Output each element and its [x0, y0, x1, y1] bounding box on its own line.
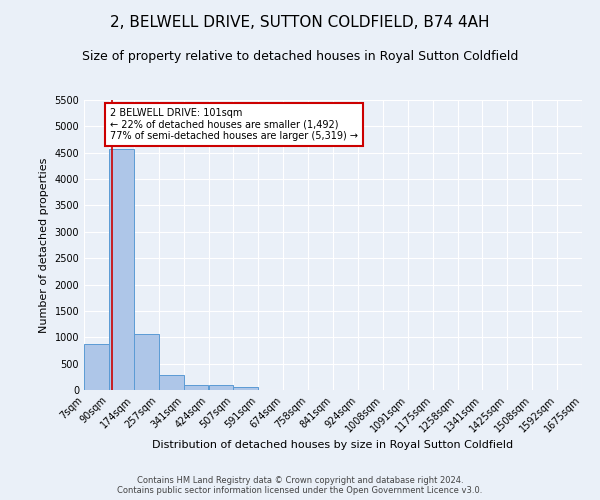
Bar — [233, 387, 259, 390]
Bar — [184, 386, 209, 390]
Bar — [84, 344, 109, 390]
Text: Size of property relative to detached houses in Royal Sutton Coldfield: Size of property relative to detached ho… — [82, 50, 518, 63]
Bar — [134, 334, 158, 390]
Bar — [209, 386, 233, 390]
Bar — [109, 148, 134, 390]
Bar — [158, 374, 184, 390]
X-axis label: Distribution of detached houses by size in Royal Sutton Coldfield: Distribution of detached houses by size … — [152, 440, 514, 450]
Text: 2, BELWELL DRIVE, SUTTON COLDFIELD, B74 4AH: 2, BELWELL DRIVE, SUTTON COLDFIELD, B74 … — [110, 15, 490, 30]
Text: 2 BELWELL DRIVE: 101sqm
← 22% of detached houses are smaller (1,492)
77% of semi: 2 BELWELL DRIVE: 101sqm ← 22% of detache… — [110, 108, 358, 141]
Text: Contains HM Land Registry data © Crown copyright and database right 2024.
Contai: Contains HM Land Registry data © Crown c… — [118, 476, 482, 495]
Y-axis label: Number of detached properties: Number of detached properties — [39, 158, 49, 332]
